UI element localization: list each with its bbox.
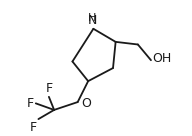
Text: OH: OH <box>152 52 171 65</box>
Text: F: F <box>45 82 52 95</box>
Text: O: O <box>81 97 91 110</box>
Text: F: F <box>27 97 34 110</box>
Text: N: N <box>87 14 97 27</box>
Text: F: F <box>30 121 37 134</box>
Text: H: H <box>88 13 96 23</box>
